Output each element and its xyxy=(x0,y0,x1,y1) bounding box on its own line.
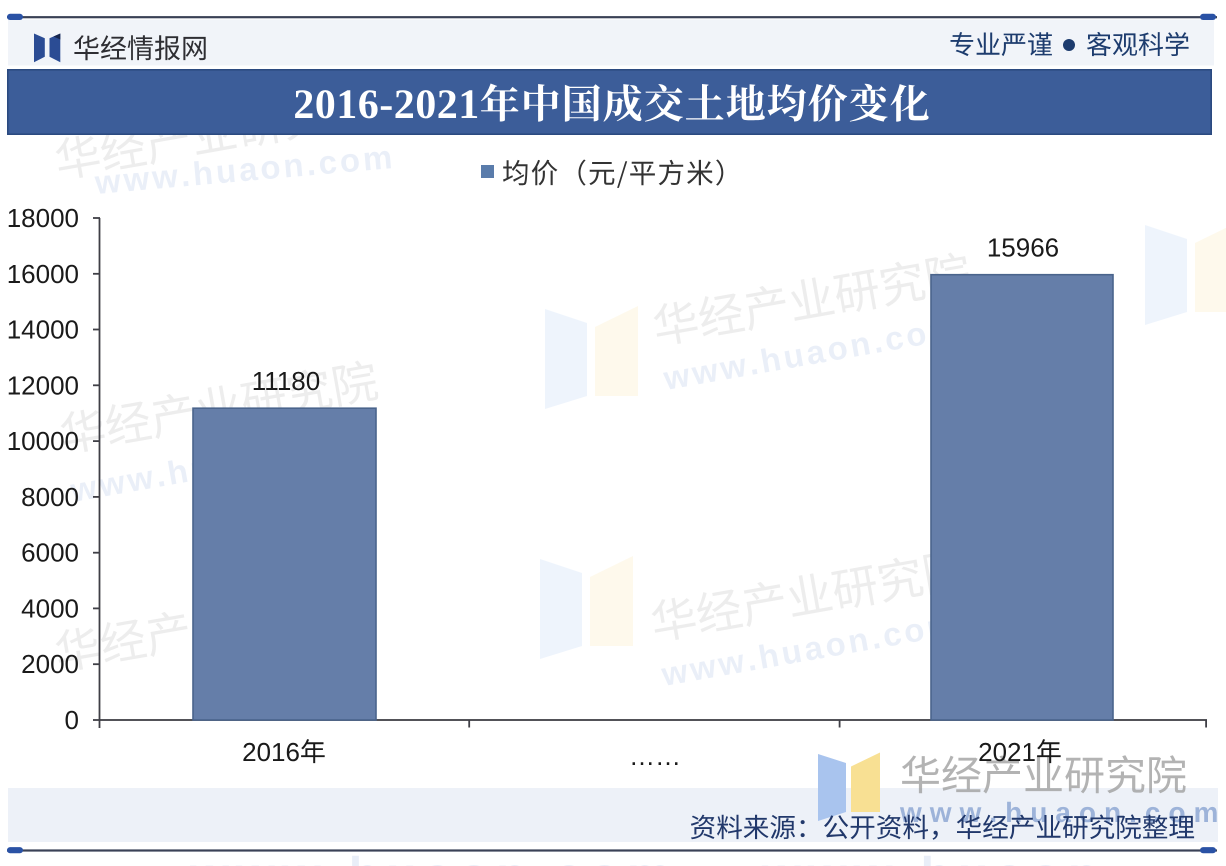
svg-text:2000: 2000 xyxy=(21,649,79,679)
svg-text:8000: 8000 xyxy=(21,482,79,512)
svg-text:18000: 18000 xyxy=(7,203,79,233)
svg-text:6000: 6000 xyxy=(21,538,79,568)
svg-text:14000: 14000 xyxy=(7,315,79,345)
svg-text:……: …… xyxy=(629,741,681,771)
svg-text:15966: 15966 xyxy=(987,233,1059,263)
svg-text:4000: 4000 xyxy=(21,593,79,623)
svg-text:11180: 11180 xyxy=(252,366,320,396)
svg-text:16000: 16000 xyxy=(7,259,79,289)
svg-text:0: 0 xyxy=(65,705,79,735)
svg-text:12000: 12000 xyxy=(7,370,79,400)
svg-text:10000: 10000 xyxy=(7,426,79,456)
